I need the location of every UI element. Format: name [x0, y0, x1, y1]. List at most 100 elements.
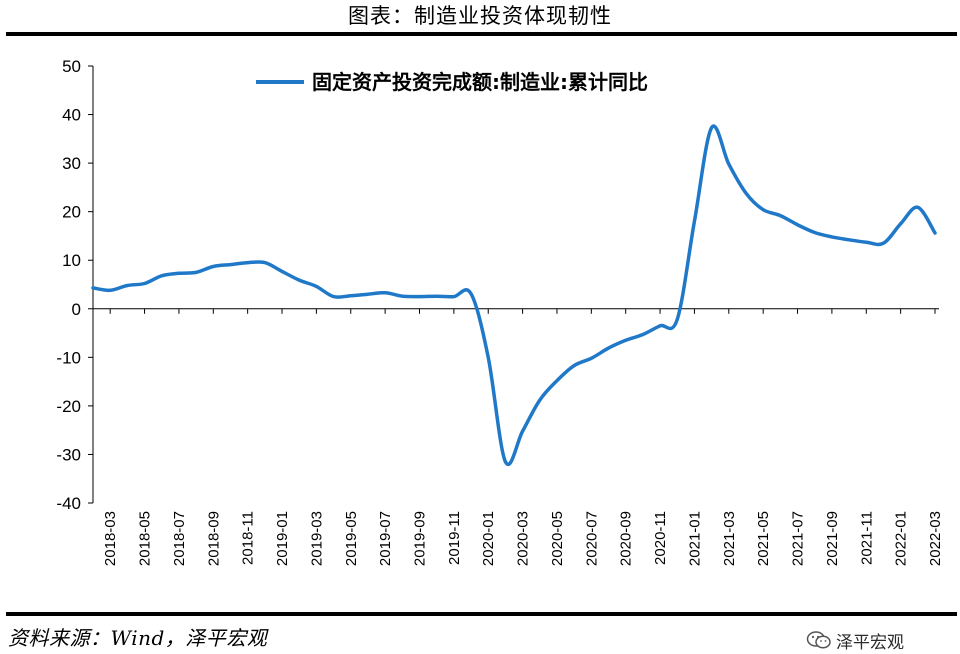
data-point — [280, 269, 284, 273]
data-point — [572, 364, 576, 368]
top-rule — [6, 32, 957, 36]
data-point — [710, 126, 714, 130]
x-tick-label: 2021-07 — [790, 511, 807, 566]
x-tick-label: 2018-05 — [137, 511, 154, 566]
data-point — [486, 355, 490, 359]
x-tick-label: 2018-11 — [240, 511, 257, 565]
data-point — [796, 223, 799, 227]
x-tick-label: 2021-05 — [755, 511, 772, 566]
data-point — [211, 265, 215, 268]
source-note: 资料来源：Wind，泽平宏观 — [8, 626, 268, 650]
legend-label: 固定资产投资完成额:制造业:累计同比 — [312, 70, 648, 94]
x-tick-label: 2019-07 — [377, 511, 394, 566]
data-point — [813, 231, 817, 234]
x-axis-ticks: 2018-03 2018-05 2018-07 2018-09 2018-11 2019-… — [102, 308, 944, 566]
x-tick-label: 2020-11 — [652, 511, 669, 565]
data-point — [864, 240, 868, 244]
data-point — [383, 291, 387, 295]
y-tick-label: -10 — [56, 348, 81, 367]
data-point — [847, 238, 851, 242]
data-point — [400, 294, 404, 298]
data-point — [332, 295, 336, 299]
data-point — [91, 286, 95, 290]
y-axis-ticks: 50 40 30 20 10 0 -10 -20 -30 -40 — [56, 57, 93, 513]
data-point — [452, 295, 456, 299]
y-tick-label: 20 — [62, 203, 81, 222]
x-tick-label: 2021-03 — [721, 511, 738, 566]
x-tick-label: 2020-07 — [583, 511, 600, 566]
data-point — [435, 294, 439, 298]
data-point — [589, 356, 593, 360]
data-point — [160, 274, 164, 278]
data-point — [366, 292, 370, 296]
data-point — [933, 231, 937, 235]
y-tick-label: 40 — [62, 106, 81, 125]
data-point — [177, 271, 181, 275]
y-tick-label: -30 — [56, 445, 81, 464]
series-layer — [91, 124, 937, 467]
x-tick-label: 2018-07 — [171, 511, 188, 566]
y-tick-label: 50 — [62, 57, 81, 76]
data-point — [675, 318, 679, 321]
x-tick-label: 2022-03 — [927, 511, 944, 566]
data-point — [916, 205, 920, 209]
data-point — [125, 284, 129, 287]
data-point — [658, 324, 662, 328]
data-point — [521, 429, 525, 433]
data-point — [899, 222, 903, 226]
y-tick-label: 10 — [62, 251, 81, 270]
watermark-label: 泽平宏观 — [836, 632, 904, 653]
data-point — [194, 270, 198, 274]
data-point — [314, 284, 318, 288]
data-point — [555, 379, 559, 383]
x-tick-label: 2019-03 — [308, 511, 325, 566]
data-point — [108, 288, 112, 292]
x-tick-label: 2020-03 — [515, 511, 532, 566]
data-point — [246, 261, 250, 265]
series-line — [91, 124, 937, 467]
x-tick-label: 2020-05 — [549, 511, 566, 566]
data-point — [297, 278, 301, 282]
chart-axes — [92, 66, 939, 503]
bottom-rule — [6, 612, 957, 616]
x-tick-label: 2019-05 — [343, 511, 360, 566]
chart-legend: 固定资产投资完成额:制造业:累计同比 — [256, 70, 648, 94]
data-point — [881, 241, 885, 245]
data-point — [761, 208, 765, 212]
data-point — [607, 346, 610, 350]
y-tick-label: -20 — [56, 397, 81, 416]
data-point — [744, 191, 748, 195]
x-tick-label: 2019-01 — [274, 511, 291, 566]
y-tick-label: 0 — [72, 300, 81, 319]
data-point — [727, 162, 731, 166]
x-tick-label: 2020-09 — [618, 511, 635, 566]
x-tick-label: 2018-09 — [205, 511, 222, 566]
figure-title: 图表：制造业投资体现韧性 — [348, 4, 612, 28]
x-tick-label: 2018-03 — [102, 511, 119, 566]
data-point — [418, 295, 421, 299]
data-point — [778, 214, 782, 218]
x-tick-label: 2019-09 — [411, 511, 428, 566]
x-tick-label: 2021-09 — [824, 511, 841, 566]
x-tick-label: 2021-11 — [858, 511, 875, 565]
x-tick-label: 2019-11 — [446, 511, 463, 565]
data-point — [349, 294, 353, 298]
data-point — [469, 292, 473, 296]
data-point — [263, 261, 267, 265]
data-point — [229, 263, 232, 267]
y-tick-label: 30 — [62, 154, 81, 173]
wechat-icon — [806, 631, 831, 649]
data-point — [830, 235, 834, 239]
x-tick-label: 2022-01 — [893, 511, 910, 566]
watermark: 泽平宏观 — [806, 628, 904, 653]
data-point — [641, 333, 645, 336]
data-point — [692, 219, 696, 223]
x-tick-label: 2021-01 — [686, 511, 703, 566]
data-point — [503, 460, 507, 464]
data-point — [624, 338, 628, 342]
data-point — [143, 282, 147, 285]
y-tick-label: -40 — [56, 494, 81, 513]
x-tick-label: 2020-01 — [480, 511, 497, 566]
data-point — [538, 398, 542, 402]
